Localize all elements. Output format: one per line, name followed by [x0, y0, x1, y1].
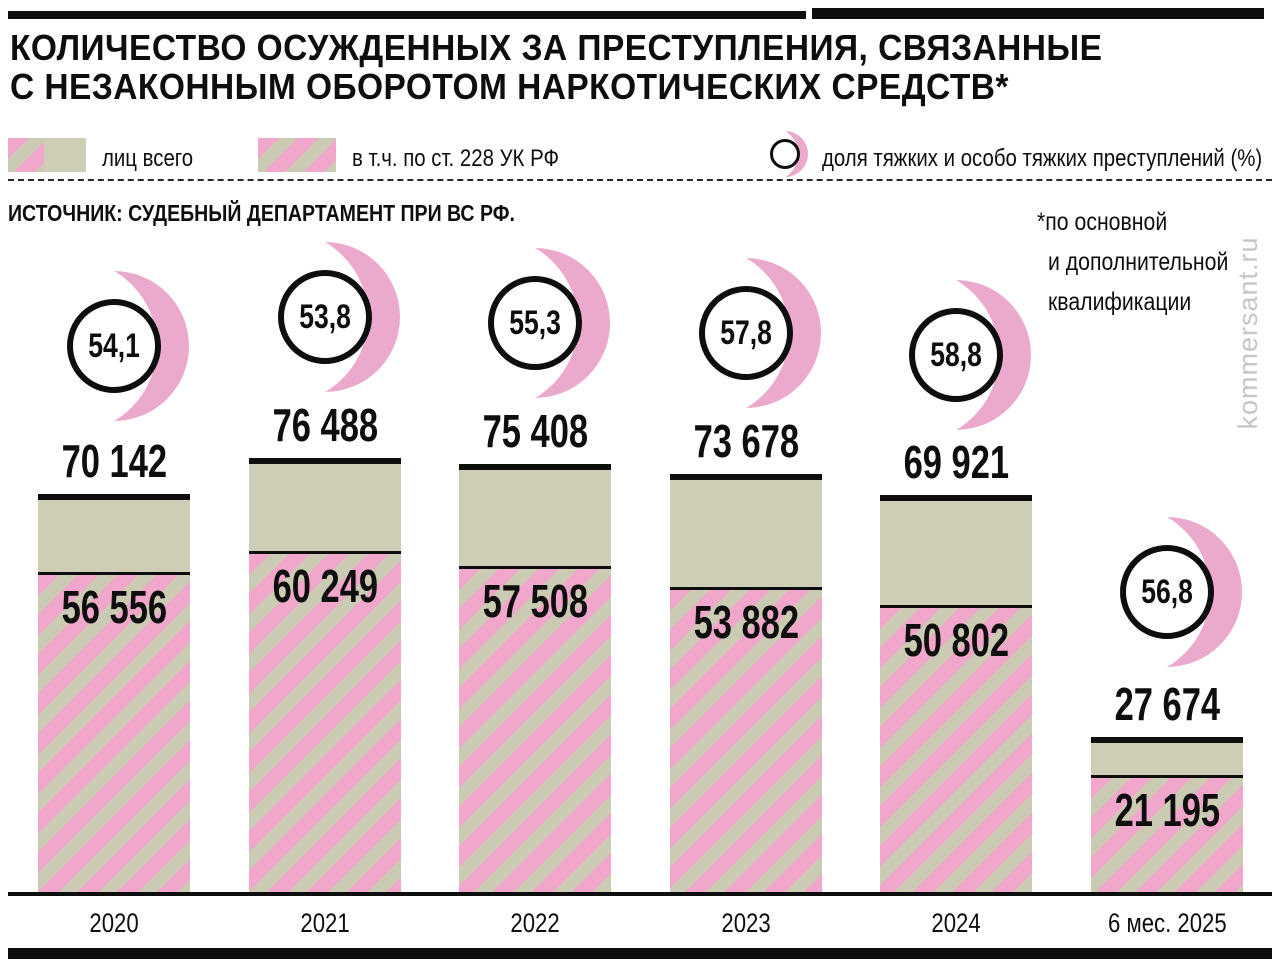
total-value-label-text: 27 674	[1114, 678, 1220, 730]
year-label: 6 мес. 2025	[1061, 908, 1273, 939]
bar-art228	[249, 551, 401, 896]
dashed-divider	[8, 179, 1272, 181]
art228-value-label: 57 508	[449, 578, 621, 624]
total-value-label: 73 678	[645, 418, 847, 464]
total-value-label-text: 76 488	[272, 399, 378, 451]
year-label: 2023	[640, 908, 852, 939]
total-value-label: 27 674	[1066, 681, 1268, 727]
severity-gauge: 56,8	[1036, 505, 1242, 679]
year-label-text: 2020	[89, 908, 139, 938]
legend-label-art228: в т.ч. по ст. 228 УК РФ	[352, 145, 560, 172]
footer-rule	[8, 948, 1272, 959]
year-label-text: 6 мес. 2025	[1107, 908, 1227, 938]
year-label-text: 2021	[300, 908, 350, 938]
severity-gauge: 57,8	[615, 246, 821, 420]
legend-swatch-total	[8, 138, 86, 172]
total-value-label: 69 921	[855, 439, 1057, 485]
title-line-1: КОЛИЧЕСТВО ОСУЖДЕННЫХ ЗА ПРЕСТУПЛЕНИЯ, С…	[10, 27, 1103, 68]
severity-value: 56,8	[1141, 572, 1193, 611]
art228-value-label-text: 53 882	[693, 596, 799, 648]
art228-value-label: 21 195	[1081, 787, 1253, 833]
art228-value-label-text: 21 195	[1114, 784, 1220, 836]
source-note: ИСТОЧНИК: СУДЕБНЫЙ ДЕПАРТАМЕНТ ПРИ ВС РФ…	[8, 200, 515, 226]
bar-art228	[459, 566, 611, 896]
footnote-line-1: *по основной	[1037, 208, 1168, 236]
severity-gauge: 55,3	[404, 236, 610, 410]
header-rule-right	[812, 8, 1264, 19]
year-label-text: 2024	[931, 908, 981, 938]
legend-swatch-total-stripe-part	[8, 138, 44, 172]
total-value-label-text: 73 678	[693, 415, 799, 467]
year-label: 2022	[429, 908, 641, 939]
year-label: 2024	[850, 908, 1062, 939]
year-label-text: 2023	[721, 908, 771, 938]
gauge-circle-icon	[770, 139, 800, 169]
art228-value-label-text: 57 508	[482, 575, 588, 627]
watermark: kommersant.ru	[1233, 236, 1263, 430]
severity-value-circle: 57,8	[699, 286, 793, 380]
severity-value: 58,8	[930, 335, 982, 374]
severity-value-circle: 53,8	[278, 270, 372, 364]
severity-value: 53,8	[299, 297, 351, 336]
page-title: КОЛИЧЕСТВО ОСУЖДЕННЫХ ЗА ПРЕСТУПЛЕНИЯ, С…	[10, 28, 1270, 106]
severity-gauge: 54,1	[0, 259, 189, 433]
legend-label-total: лиц всего	[102, 145, 194, 172]
bar-art228	[38, 572, 190, 896]
bar-art228	[670, 587, 822, 896]
total-value-label: 76 488	[224, 402, 426, 448]
year-label: 2020	[8, 908, 220, 939]
legend-gauge-icon	[744, 127, 814, 181]
severity-value-circle: 58,8	[909, 308, 1003, 402]
footnote-line-3: квалификации	[1048, 288, 1192, 316]
severity-value: 54,1	[88, 326, 140, 365]
total-value-label-text: 75 408	[482, 405, 588, 457]
year-label-text: 2022	[510, 908, 560, 938]
footnote-line-2: и дополнительной	[1048, 248, 1229, 276]
legend-label-severity: доля тяжких и особо тяжких преступлений …	[822, 145, 1263, 172]
x-axis-baseline	[8, 892, 1272, 896]
art228-value-label: 56 556	[28, 584, 200, 630]
art228-value-label: 50 802	[870, 617, 1042, 663]
total-value-label: 75 408	[434, 408, 636, 454]
bar-art228	[880, 605, 1032, 896]
severity-gauge: 58,8	[825, 268, 1031, 442]
art228-value-label: 60 249	[239, 563, 411, 609]
footnote: *по основной и дополнительной квалификац…	[1037, 202, 1260, 322]
severity-gauge: 53,8	[194, 230, 400, 404]
severity-value-circle: 54,1	[67, 299, 161, 393]
severity-value: 55,3	[509, 303, 561, 342]
legend-swatch-art228	[258, 138, 336, 172]
severity-value-circle: 55,3	[488, 276, 582, 370]
total-value-label: 70 142	[13, 438, 215, 484]
art228-value-label-text: 56 556	[61, 581, 167, 633]
art228-value-label: 53 882	[660, 599, 832, 645]
total-value-label-text: 70 142	[61, 435, 167, 487]
year-label: 2021	[219, 908, 431, 939]
title-line-2: С НЕЗАКОННЫМ ОБОРОТОМ НАРКОТИЧЕСКИХ СРЕД…	[10, 66, 1009, 107]
art228-value-label-text: 50 802	[903, 614, 1009, 666]
art228-value-label-text: 60 249	[272, 560, 378, 612]
bar-art228	[1091, 775, 1243, 896]
severity-value-circle: 56,8	[1120, 545, 1214, 639]
header-rule-left	[8, 11, 806, 19]
total-value-label-text: 69 921	[903, 436, 1009, 488]
severity-value: 57,8	[720, 313, 772, 352]
